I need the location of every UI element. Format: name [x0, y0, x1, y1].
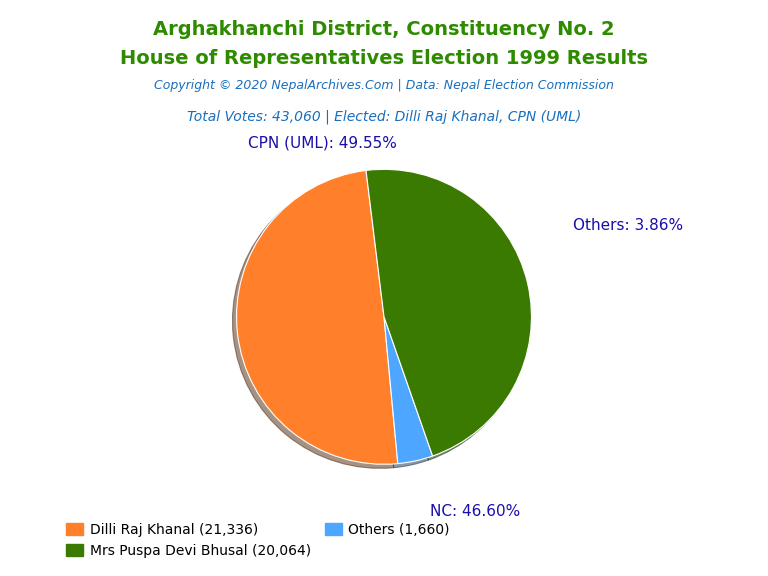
Text: CPN (UML): 49.55%: CPN (UML): 49.55% — [248, 135, 397, 150]
Text: Arghakhanchi District, Constituency No. 2: Arghakhanchi District, Constituency No. … — [153, 20, 615, 39]
Text: NC: 46.60%: NC: 46.60% — [430, 504, 521, 519]
Text: Copyright © 2020 NepalArchives.Com | Data: Nepal Election Commission: Copyright © 2020 NepalArchives.Com | Dat… — [154, 79, 614, 93]
Text: Others: 3.86%: Others: 3.86% — [573, 218, 683, 233]
Wedge shape — [237, 170, 398, 464]
Text: Total Votes: 43,060 | Elected: Dilli Raj Khanal, CPN (UML): Total Votes: 43,060 | Elected: Dilli Raj… — [187, 109, 581, 124]
Wedge shape — [366, 169, 531, 456]
Wedge shape — [384, 317, 432, 464]
Legend: Dilli Raj Khanal (21,336), Mrs Puspa Devi Bhusal (20,064), Others (1,660): Dilli Raj Khanal (21,336), Mrs Puspa Dev… — [61, 517, 455, 563]
Text: House of Representatives Election 1999 Results: House of Representatives Election 1999 R… — [120, 49, 648, 68]
